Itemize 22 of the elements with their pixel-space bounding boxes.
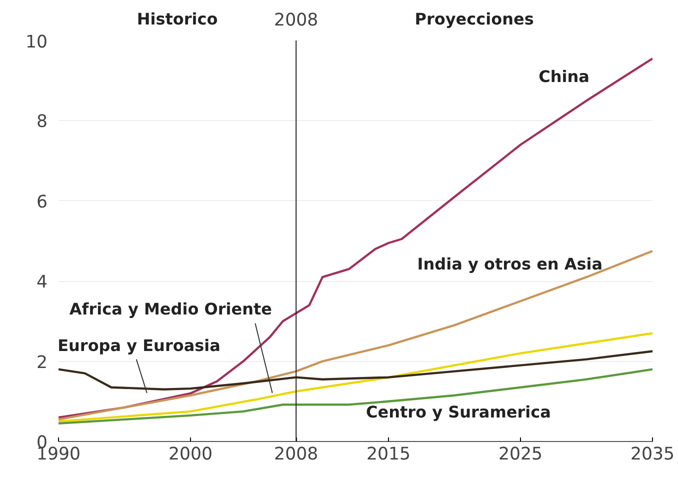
- x-tick-label: 2025: [498, 444, 543, 464]
- x-tick-label: 2008: [274, 444, 318, 464]
- series-label: Europa y Euroasia: [58, 336, 220, 355]
- y-tick-label: 2: [36, 352, 48, 373]
- x-tick-label: 2035: [630, 444, 675, 464]
- text: Proyecciones: [414, 10, 534, 29]
- series-label: Centro y Suramerica: [366, 402, 551, 422]
- line-series: [58, 332, 652, 423]
- series-label: China: [538, 67, 590, 86]
- text: Africa y Medio Oriente: [69, 300, 272, 319]
- text: Historico: [136, 10, 218, 29]
- ref-line-label: 2008: [274, 10, 318, 31]
- line-series: [58, 368, 652, 425]
- y-tick-label: 8: [36, 112, 48, 132]
- line-series: [58, 250, 652, 421]
- x-tick-label: 2015: [366, 444, 411, 464]
- y-tick-label: 4: [36, 272, 48, 293]
- series-label: India y otros en Asia: [417, 254, 603, 274]
- x-tick-label: 2000: [168, 444, 213, 464]
- y-tick-label: 6: [36, 192, 48, 212]
- y-tick-label: 10: [25, 32, 48, 52]
- line-series: [58, 57, 652, 419]
